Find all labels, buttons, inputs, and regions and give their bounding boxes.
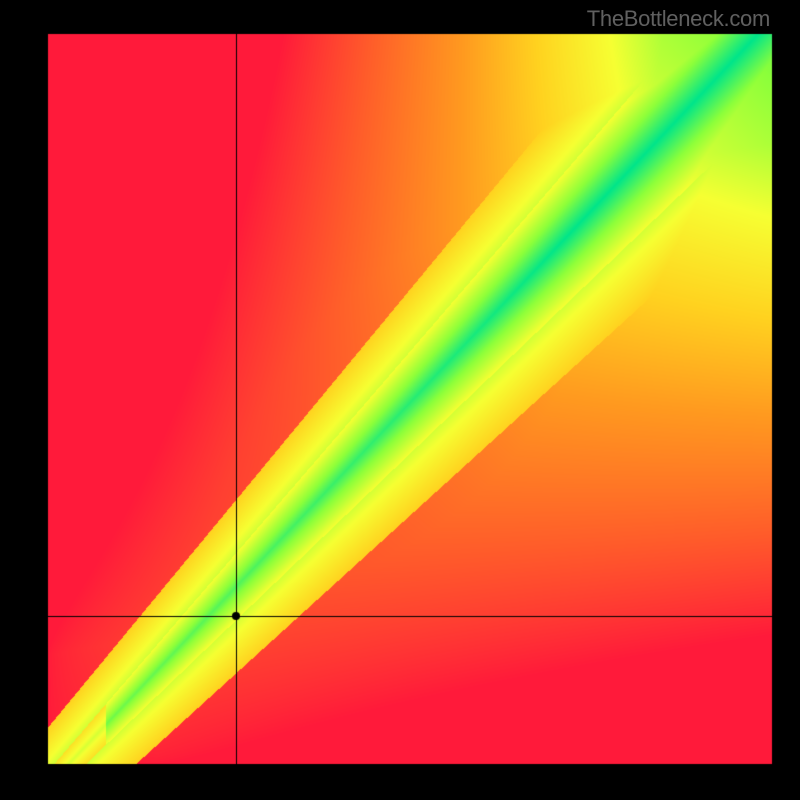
chart-container: { "watermark": { "text": "TheBottleneck.…: [0, 0, 800, 800]
watermark-text: TheBottleneck.com: [587, 6, 770, 32]
bottleneck-heatmap: [0, 0, 800, 800]
